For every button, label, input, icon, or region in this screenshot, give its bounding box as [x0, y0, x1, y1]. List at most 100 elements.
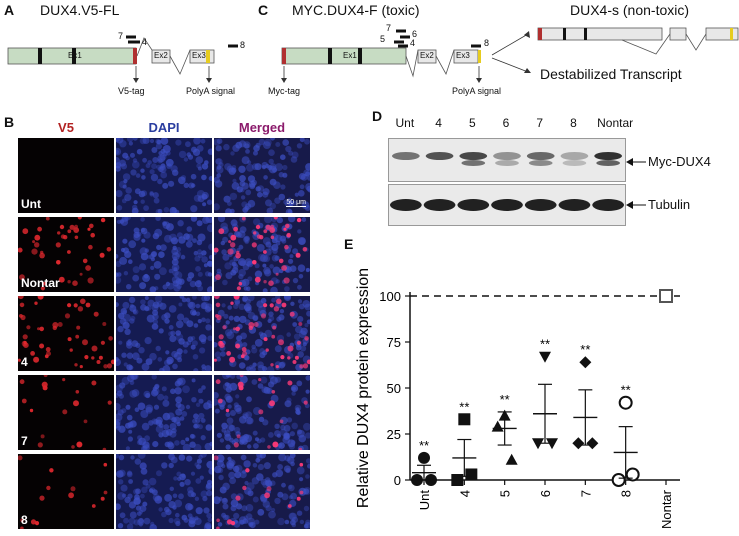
lane-label: Unt	[395, 116, 415, 130]
y-tick-label: 50	[387, 381, 401, 396]
lane-label: Nontar	[597, 116, 634, 130]
panel-b-label: B	[4, 114, 15, 130]
band-myc-dux4-lower	[461, 160, 486, 166]
micrograph-merged-2	[214, 296, 310, 371]
micrograph-merged-1	[214, 217, 310, 292]
significance-label: **	[459, 399, 469, 414]
band-tubulin	[423, 199, 456, 211]
panel-c-probe-8: 8	[484, 38, 490, 48]
band-tubulin	[390, 199, 422, 211]
panel-c-probe-7: 7	[386, 23, 392, 33]
data-point	[586, 437, 599, 450]
scale-bar: 50 μm	[286, 199, 306, 207]
data-point	[458, 413, 471, 426]
x-tick-label: 4	[457, 490, 472, 497]
data-point	[579, 356, 592, 369]
band-myc-dux4	[526, 152, 555, 160]
panel-d-label: D	[372, 108, 383, 124]
micrograph-v5-0: Unt	[18, 138, 114, 213]
row-label: 4	[21, 355, 28, 369]
row-label: Nontar	[21, 276, 60, 290]
band-tubulin	[457, 199, 490, 211]
data-point	[618, 395, 633, 410]
significance-label: **	[580, 342, 590, 357]
lane-label: 7	[536, 116, 544, 130]
band-myc-dux4-lower	[528, 160, 553, 166]
blot-tubulin	[388, 184, 626, 226]
lane-label: 4	[435, 116, 442, 130]
panel-a-ex3: Ex3	[192, 51, 206, 60]
micrograph-v5-3: 7	[18, 375, 114, 450]
band-myc-dux4	[594, 152, 622, 160]
blot-myc-dux4	[388, 138, 626, 182]
y-tick-label: 100	[379, 289, 401, 304]
y-tick-label: 25	[387, 427, 401, 442]
data-point	[505, 453, 518, 465]
panel-c-label: C	[258, 2, 269, 18]
x-tick-label: 8	[619, 490, 634, 497]
panel-a-probe-4: 4	[142, 37, 148, 47]
y-tick-label: 0	[394, 473, 401, 488]
panel-c-probe-5: 5	[380, 34, 386, 44]
data-point	[659, 289, 673, 303]
row-label: 8	[21, 513, 28, 527]
x-tick-label: Unt	[417, 490, 432, 511]
band-tubulin	[592, 199, 624, 211]
data-point	[625, 467, 640, 482]
data-point	[611, 473, 626, 487]
data-point	[465, 468, 478, 481]
lane-label: 8	[570, 116, 577, 130]
band-myc-dux4	[493, 152, 521, 160]
panel-a-probe-7: 7	[118, 31, 124, 41]
data-point	[539, 351, 551, 363]
significance-label: **	[540, 337, 550, 352]
y-tick-label: 75	[387, 335, 401, 350]
band-myc-dux4	[425, 152, 454, 160]
micrograph-merged-0: 50 μm	[214, 138, 310, 213]
data-point	[418, 451, 430, 464]
x-tick-label: Nontar	[659, 489, 674, 529]
lane-label: 6	[502, 116, 510, 130]
micrograph-dapi-1	[116, 217, 212, 292]
panel-c-myc-tag: Myc-tag	[268, 86, 301, 96]
panel-a-probe-8: 8	[240, 40, 246, 50]
band-tubulin	[558, 199, 591, 211]
panel-a-label: A	[4, 2, 15, 18]
panel-a-title: DUX4.V5-FL	[40, 2, 120, 18]
panel-a-ex2: Ex2	[154, 51, 168, 60]
band-tubulin	[491, 199, 523, 211]
panel-c-ex2: Ex2	[420, 51, 434, 60]
micrograph-v5-1: Nontar	[18, 217, 114, 292]
panel-a-gene-diagram	[7, 35, 238, 83]
panel-c-title: MYC.DUX4-F (toxic)	[292, 2, 420, 18]
row-label: 7	[21, 434, 28, 448]
micrograph-dapi-3	[116, 375, 212, 450]
x-tick-label: 6	[538, 490, 553, 497]
panel-c-short-title: DUX4-s (non-toxic)	[570, 2, 690, 18]
micrograph-v5-2: 4	[18, 296, 114, 371]
col-header-dapi: DAPI	[148, 120, 180, 135]
data-point	[572, 437, 585, 450]
col-header-v5: V5	[58, 120, 74, 135]
panel-a-polya: PolyA signal	[186, 86, 236, 96]
micrograph-dapi-0	[116, 138, 212, 213]
col-header-merged: Merged	[238, 120, 286, 135]
panel-c-ex3: Ex3	[456, 51, 470, 60]
band-myc-dux4-lower	[562, 160, 587, 166]
y-axis-label: Relative DUX4 protein expression	[355, 268, 372, 508]
x-tick-label: 7	[578, 490, 593, 497]
microscopy-grid: Unt 50 μm Nontar 4 7 8	[18, 138, 310, 534]
band-myc-dux4	[459, 152, 488, 160]
micrograph-dapi-4	[116, 454, 212, 529]
band-myc-dux4-lower	[495, 160, 519, 166]
band-myc-dux4	[392, 152, 420, 160]
row-label: Unt	[21, 197, 41, 211]
significance-label: **	[419, 438, 429, 453]
panel-a-ex1: Ex1	[68, 51, 82, 60]
band-label-tubulin: Tubulin	[648, 197, 691, 212]
panel-a-v5-tag: V5-tag	[118, 86, 145, 96]
x-tick-label: 5	[498, 490, 513, 497]
panel-c-gene-diagram	[281, 27, 739, 83]
lane-label: 5	[468, 116, 476, 130]
